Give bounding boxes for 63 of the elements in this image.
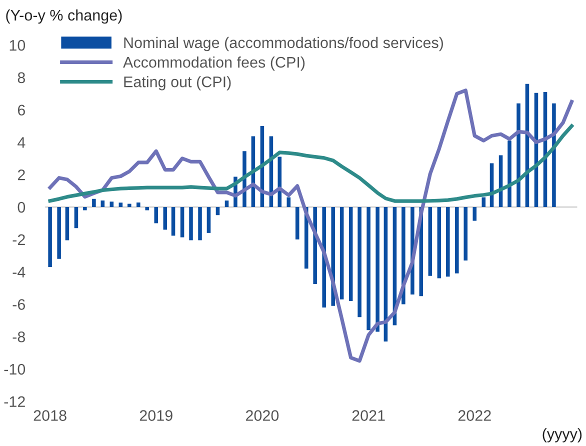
bar [136,202,140,208]
bar [428,207,432,276]
bar [286,197,291,208]
x-tick-label: 2020 [246,410,279,421]
bar [224,200,229,208]
bar [366,207,370,330]
bar [65,207,70,240]
y-tick-label: -10 [4,364,26,375]
x-tick-label: 2019 [140,410,172,421]
x-tick-label: 2022 [458,410,491,421]
y-tick-label: -4 [12,266,26,278]
y-tick-label: -6 [12,299,26,310]
legend-label: Nominal wage (accommodations/food services) [124,36,444,52]
bar [384,207,388,342]
legend-label: Eating out (CPI) [124,76,231,90]
bar [472,207,477,221]
bar [118,202,123,208]
bar [74,207,78,228]
line-series [48,124,574,203]
bar [348,207,353,301]
bar [180,207,184,238]
y-tick-label: 10 [10,40,26,51]
bar [48,207,52,267]
bar [163,207,168,230]
y-tick-label: -8 [12,331,26,342]
bar [92,198,96,208]
bar [278,156,282,208]
bar [482,197,486,208]
bar [110,202,114,208]
bar [216,207,220,216]
bar [57,207,61,259]
x-tick-label: 2021 [352,410,385,421]
bar [100,200,105,208]
x-tick-label: 2018 [34,410,66,421]
bar [206,207,211,233]
bar [437,207,442,278]
legend-label: Accommodation fees (CPI) [123,56,305,71]
bar [358,207,362,318]
bar [128,204,132,208]
x-axis-title: (yyyy) [542,428,582,442]
bar [189,207,193,240]
bar [145,207,150,210]
y-tick-label: -2 [12,234,25,245]
bar [376,207,380,332]
bar [198,207,202,240]
y-tick-label: 6 [18,104,26,116]
bar [171,207,176,236]
bar [340,207,344,300]
line-series [48,88,574,363]
y-tick-label: 0 [18,202,26,213]
bar [154,207,158,224]
y-axis-title: (Y-o-y % change) [6,9,122,24]
y-tick-label: 2 [18,169,25,180]
bar [455,207,459,274]
y-tick-label: 8 [18,72,26,84]
bar [464,207,468,260]
bar [446,207,450,277]
bar [295,207,300,240]
y-tick-label: -12 [4,396,25,407]
bar [83,207,87,210]
bar [508,140,512,208]
y-tick-label: 4 [18,137,26,148]
bar [516,103,520,208]
